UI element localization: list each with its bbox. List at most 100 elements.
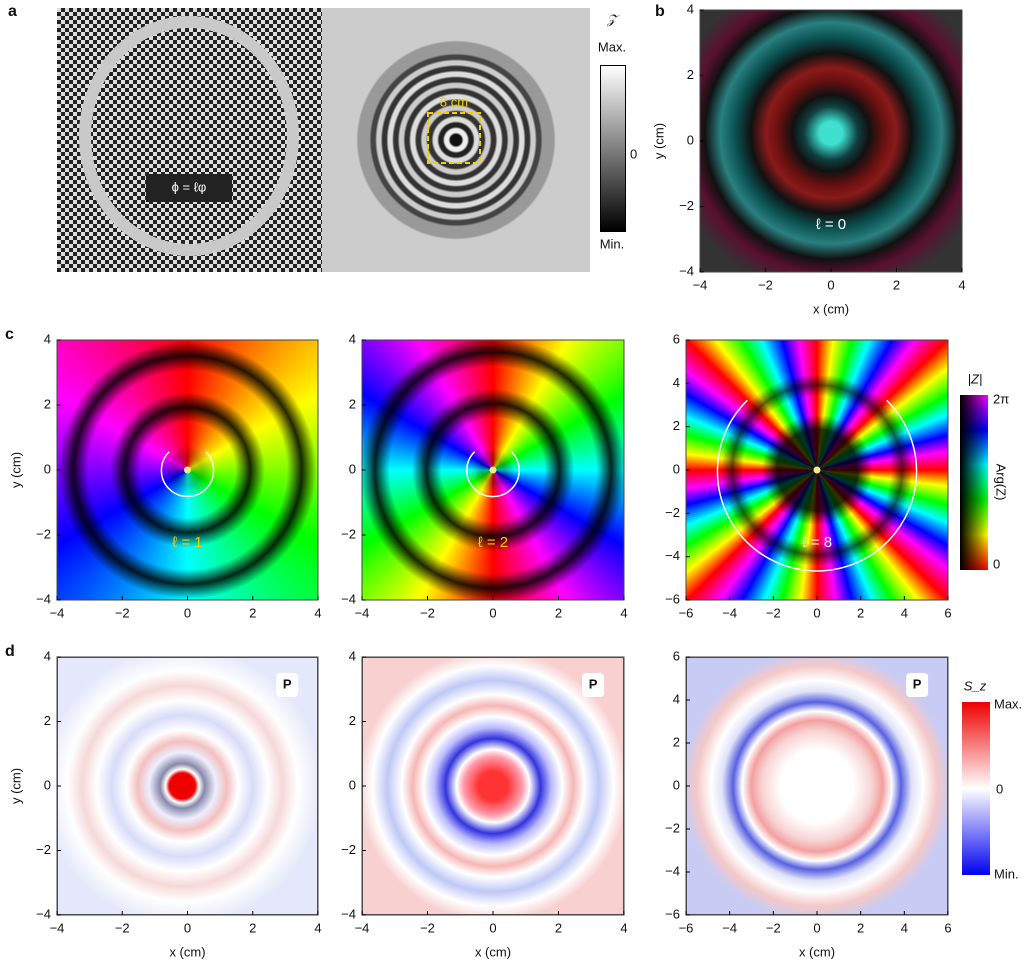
y-tick-label: −2: [679, 198, 694, 213]
panel-label: d: [5, 643, 15, 660]
x-tick-label: 4: [314, 605, 321, 620]
panel-label: a: [8, 3, 17, 20]
x-tick-label: −2: [758, 277, 773, 292]
colorbar-min: Min.: [600, 236, 625, 251]
colorbar: [600, 65, 626, 232]
y-tick-label: 4: [673, 375, 680, 390]
x-tick-label: 0: [813, 605, 820, 620]
y-tick-label: −6: [665, 591, 680, 606]
colorbar-max: Max.: [598, 39, 626, 54]
y-tick-label: −2: [36, 526, 51, 541]
x-tick-label: −4: [722, 605, 737, 620]
colorbar-title: 𝒵: [606, 11, 620, 26]
label-box: [146, 174, 232, 202]
y-tick-label: −4: [679, 263, 694, 278]
y-tick-label: 2: [44, 713, 51, 728]
colorbar: [960, 395, 988, 570]
x-tick-label: 6: [944, 605, 951, 620]
metasurface-image: [57, 8, 322, 272]
y-tick-label: 4: [673, 691, 680, 706]
y-tick-label: 4: [349, 331, 356, 346]
x-tick-label: 0: [489, 920, 496, 935]
colorbar-min: Min.: [994, 866, 1019, 881]
colorbar-axis: Arg(Z): [994, 464, 1009, 501]
y-tick-label: 2: [673, 418, 680, 433]
x-tick-label: −6: [679, 605, 694, 620]
colorbar-title: |Z|: [968, 371, 983, 386]
center-dot: [813, 466, 821, 474]
y-axis-label: y (cm): [8, 768, 23, 804]
x-tick-label: −2: [115, 920, 130, 935]
y-tick-label: 0: [673, 777, 680, 792]
x-tick-label: −4: [50, 920, 65, 935]
colorbar-zero: 0: [996, 781, 1003, 796]
y-tick-label: 2: [349, 713, 356, 728]
y-tick-label: 0: [687, 132, 694, 147]
center-dot: [489, 466, 497, 474]
x-tick-label: 6: [944, 920, 951, 935]
field-map: [700, 10, 962, 272]
x-tick-label: 4: [620, 920, 627, 935]
x-tick-label: 2: [857, 920, 864, 935]
x-tick-label: 0: [489, 605, 496, 620]
y-tick-label: −2: [665, 820, 680, 835]
y-tick-label: 0: [44, 777, 51, 792]
spin-map: [57, 657, 318, 915]
annotation: ℓ = 1: [172, 534, 202, 551]
y-tick-label: −4: [341, 906, 356, 921]
y-tick-label: 0: [44, 461, 51, 476]
x-axis-label: x (cm): [799, 944, 835, 959]
y-tick-label: −2: [665, 505, 680, 520]
y-axis-label: y (cm): [651, 123, 666, 159]
colorbar-min: 0: [993, 556, 1000, 571]
spin-map: [362, 657, 624, 915]
x-tick-label: 4: [901, 920, 908, 935]
marker-box: [276, 673, 299, 697]
rotation-arrow: [716, 399, 918, 572]
x-tick-label: 2: [857, 605, 864, 620]
x-tick-label: 4: [314, 920, 321, 935]
y-tick-label: −4: [36, 591, 51, 606]
x-tick-label: 2: [893, 277, 900, 292]
field-image: [322, 8, 590, 272]
x-tick-label: 4: [958, 277, 965, 292]
scale-box: [427, 112, 481, 164]
y-tick-label: 6: [673, 648, 680, 663]
annotation: ℓ = 0: [816, 216, 846, 233]
x-axis-label: x (cm): [475, 944, 511, 959]
y-tick-label: 2: [687, 67, 694, 82]
rotation-arrow: [466, 451, 520, 498]
x-tick-label: 2: [249, 605, 256, 620]
x-tick-label: −2: [420, 605, 435, 620]
y-tick-label: 4: [349, 648, 356, 663]
y-tick-label: −2: [341, 526, 356, 541]
marker-box: [906, 673, 929, 697]
y-tick-label: −6: [665, 906, 680, 921]
x-tick-label: −4: [722, 920, 737, 935]
center-dot: [184, 466, 191, 474]
x-tick-label: 2: [555, 605, 562, 620]
y-tick-label: −2: [36, 842, 51, 857]
annotation: ℓ = 2: [478, 534, 508, 551]
y-tick-label: 2: [44, 396, 51, 411]
x-tick-label: −6: [679, 920, 694, 935]
y-axis-label: y (cm): [8, 452, 23, 488]
y-tick-label: −4: [36, 906, 51, 921]
x-tick-label: 0: [827, 277, 834, 292]
x-tick-label: 0: [813, 920, 820, 935]
y-tick-label: −2: [341, 842, 356, 857]
colorbar: [962, 702, 990, 875]
y-tick-label: 4: [44, 648, 51, 663]
x-tick-label: −2: [420, 920, 435, 935]
colorbar-max: 2π: [993, 391, 1009, 406]
x-tick-label: −4: [355, 920, 370, 935]
x-tick-label: −2: [115, 605, 130, 620]
x-tick-label: 2: [249, 920, 256, 935]
panel-label: b: [655, 3, 665, 20]
y-tick-label: 2: [673, 734, 680, 749]
y-tick-label: −4: [665, 548, 680, 563]
y-tick-label: 4: [687, 1, 694, 16]
annotation: ℓ = 8: [802, 534, 832, 551]
